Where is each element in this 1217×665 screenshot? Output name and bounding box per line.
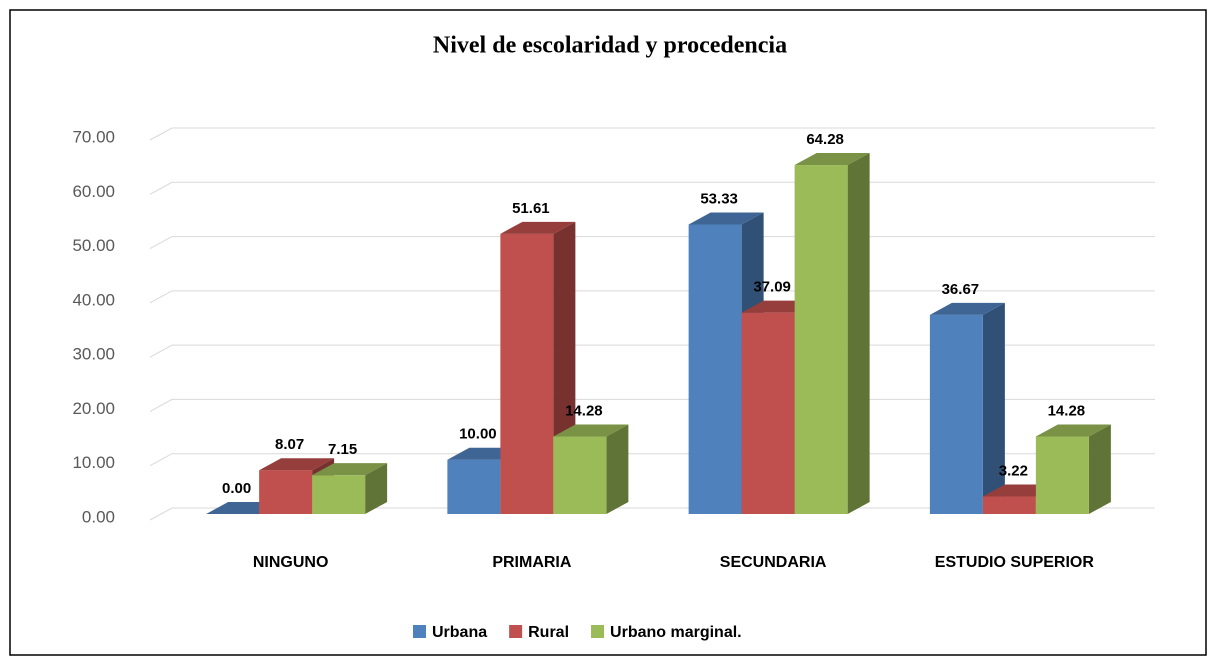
x-tick-label: PRIMARIA bbox=[492, 554, 572, 571]
x-tick-label: ESTUDIO SUPERIOR bbox=[935, 554, 1095, 571]
value-label: 10.00 bbox=[459, 426, 497, 443]
bar-side bbox=[847, 153, 870, 514]
grid-line bbox=[149, 127, 1155, 141]
value-label: 14.28 bbox=[565, 402, 603, 419]
y-tick-label: 0.00 bbox=[82, 507, 115, 526]
legend-label: Urbana bbox=[432, 624, 487, 641]
bar-side bbox=[365, 463, 388, 514]
value-label: 51.61 bbox=[512, 200, 550, 217]
y-tick-label: 30.00 bbox=[72, 345, 115, 364]
bar-top bbox=[312, 463, 388, 476]
bar bbox=[929, 314, 983, 514]
bar bbox=[447, 459, 501, 514]
bar bbox=[741, 312, 795, 514]
x-tick-label: NINGUNO bbox=[253, 554, 329, 571]
legend-swatch bbox=[591, 625, 605, 638]
x-tick-label: SECUNDARIA bbox=[720, 554, 827, 571]
value-label: 0.00 bbox=[222, 480, 251, 497]
value-label: 8.07 bbox=[275, 436, 304, 453]
y-tick-label: 20.00 bbox=[72, 399, 115, 418]
bar bbox=[312, 475, 366, 514]
bar bbox=[982, 496, 1036, 514]
value-label: 3.22 bbox=[999, 462, 1028, 479]
legend-label: Rural bbox=[528, 624, 569, 641]
bar-top bbox=[1035, 424, 1111, 437]
chart-title: Nivel de escolaridad y procedencia bbox=[433, 33, 787, 59]
bar-side bbox=[982, 302, 1005, 514]
legend-swatch bbox=[509, 625, 523, 638]
value-label: 14.28 bbox=[1048, 402, 1086, 419]
value-label: 37.09 bbox=[753, 279, 791, 296]
value-label: 64.28 bbox=[806, 131, 844, 148]
y-tick-label: 70.00 bbox=[72, 127, 115, 146]
chart-border bbox=[9, 9, 1207, 656]
legend-label: Urbano marginal. bbox=[610, 624, 742, 641]
bar bbox=[553, 436, 607, 514]
bar-top bbox=[500, 221, 576, 234]
bar-top bbox=[929, 302, 1005, 315]
y-tick-label: 50.00 bbox=[72, 236, 115, 255]
bar bbox=[794, 165, 848, 514]
legend-swatch bbox=[413, 625, 426, 638]
value-label: 53.33 bbox=[700, 190, 738, 207]
bar-top bbox=[688, 212, 764, 225]
bar bbox=[688, 224, 742, 514]
bar bbox=[500, 233, 554, 514]
bar bbox=[259, 470, 313, 514]
bar bbox=[1035, 436, 1089, 514]
y-tick-label: 10.00 bbox=[72, 453, 115, 472]
bar-top bbox=[259, 458, 335, 471]
y-tick-label: 60.00 bbox=[72, 182, 115, 201]
bar-top bbox=[794, 153, 870, 166]
bar-top bbox=[553, 424, 629, 437]
bar-side bbox=[606, 424, 629, 514]
value-label: 36.67 bbox=[942, 281, 980, 298]
bar-side bbox=[1088, 424, 1111, 514]
value-label: 7.15 bbox=[328, 441, 357, 458]
y-tick-label: 40.00 bbox=[72, 290, 115, 309]
